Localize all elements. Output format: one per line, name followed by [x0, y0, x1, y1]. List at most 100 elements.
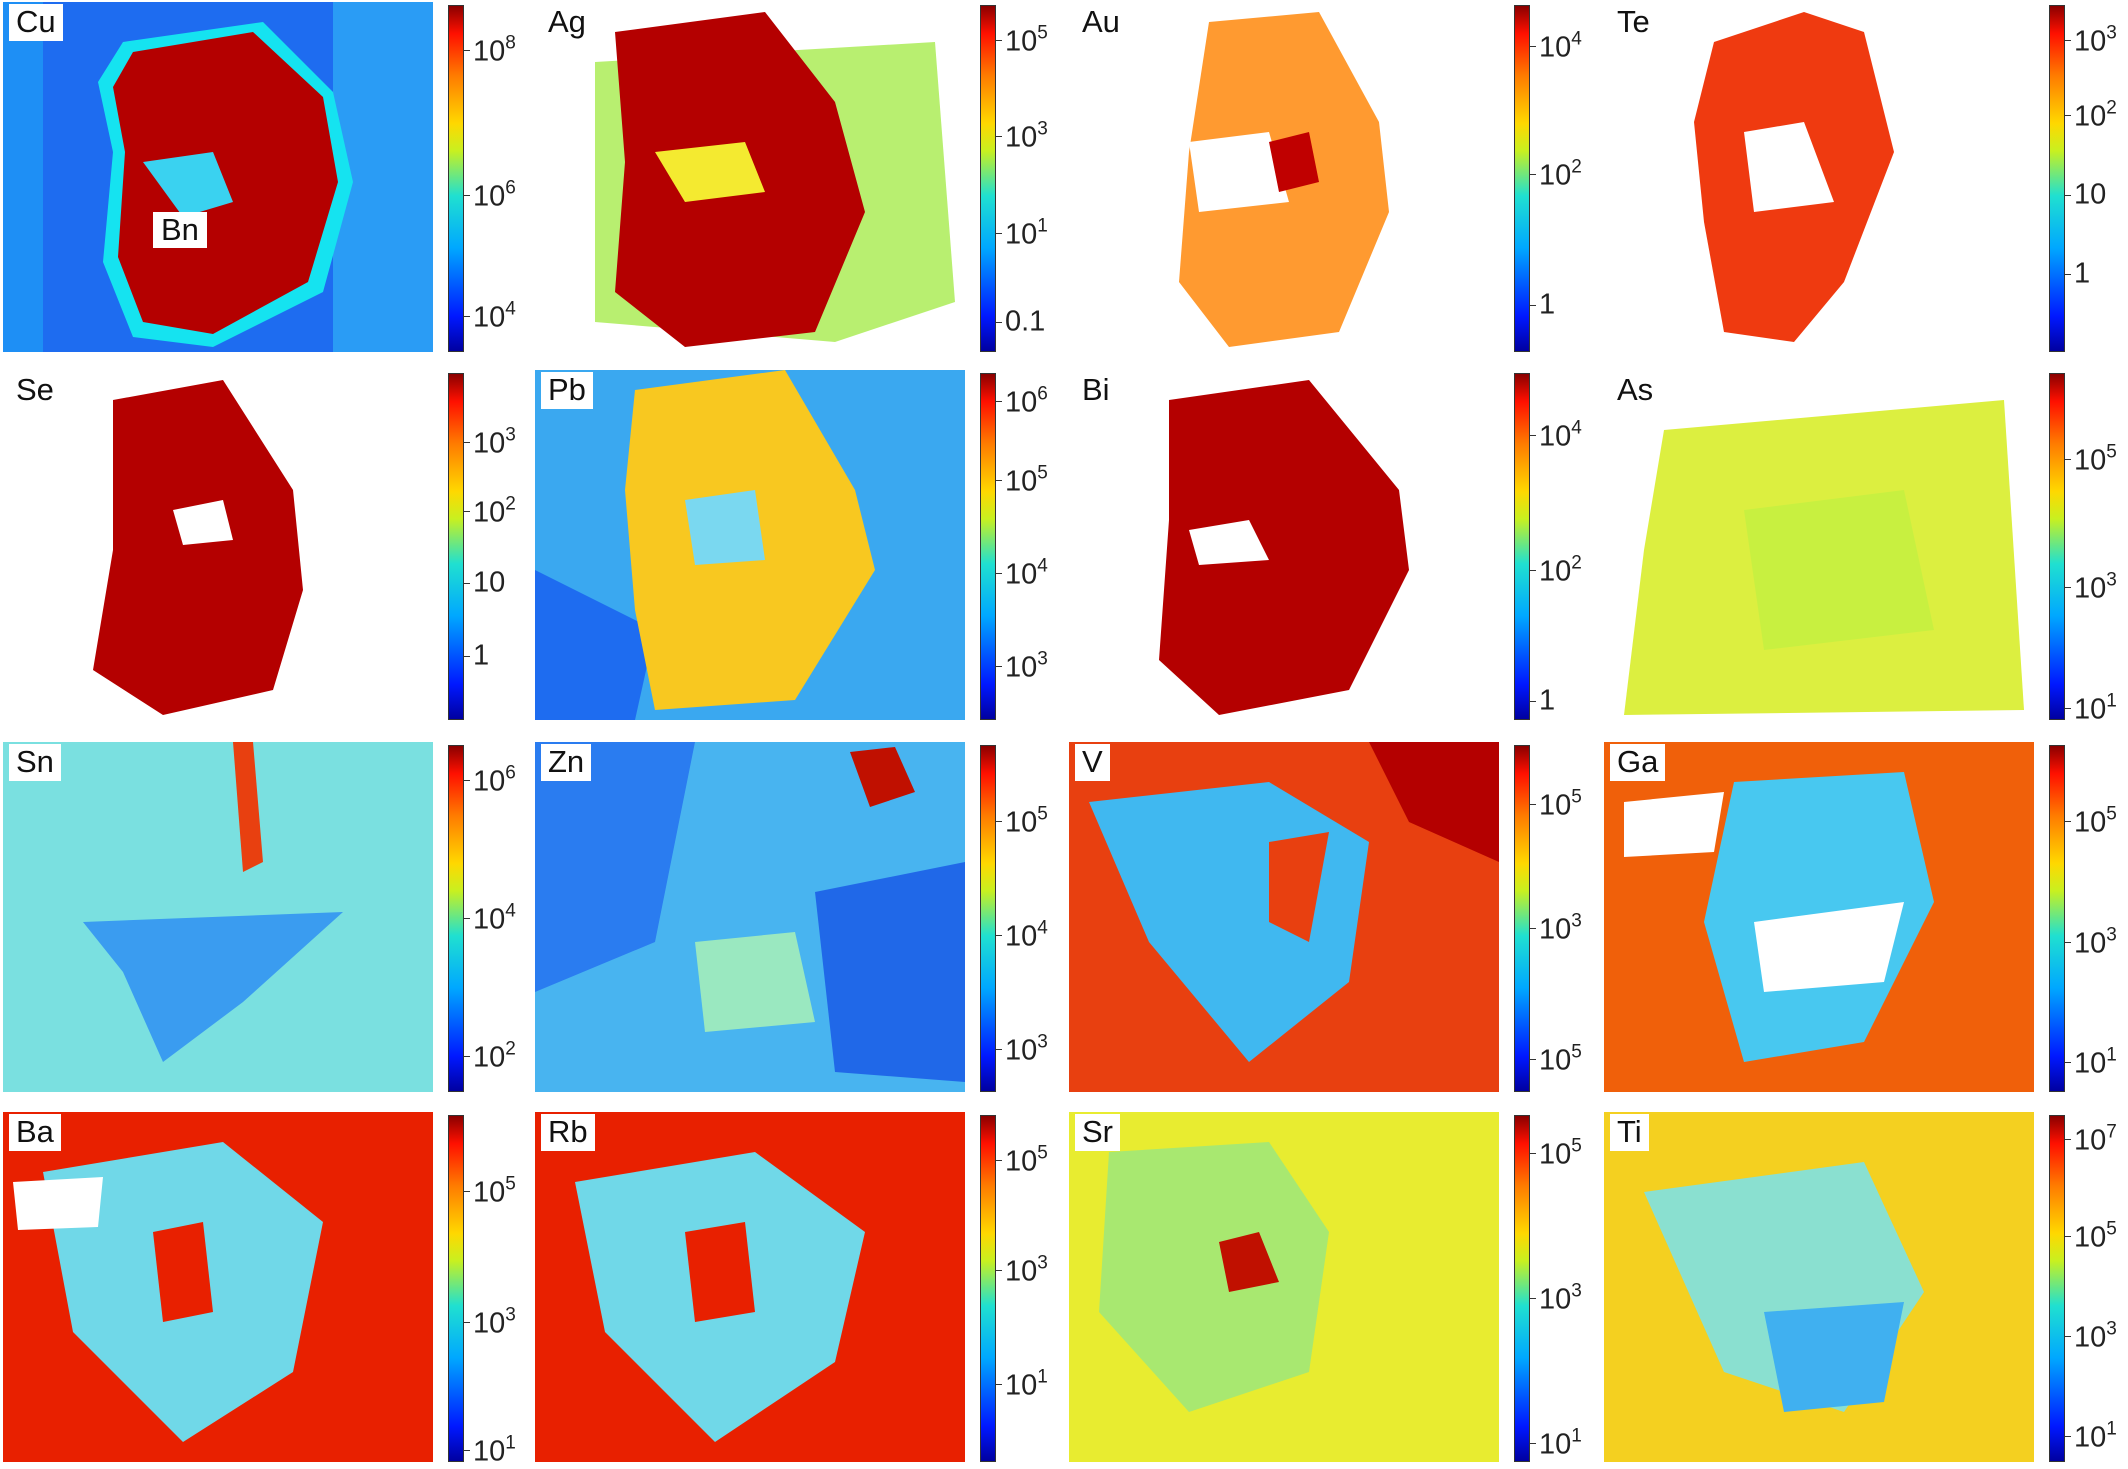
colorbar — [448, 5, 464, 352]
colorbar-tick — [463, 49, 470, 51]
colorbar-tick — [463, 655, 470, 657]
colorbar-tick — [2064, 115, 2071, 117]
tick-base: 10 — [473, 427, 506, 460]
panel-ti: Ti 107 105 103 101 — [1604, 1110, 2124, 1465]
colorbar-tick-label: 103 — [2074, 1319, 2117, 1352]
heatmap-se — [3, 370, 433, 720]
heatmap-ag — [535, 2, 965, 352]
colorbar-tick — [463, 779, 470, 781]
tick-base: 10 — [1539, 1428, 1572, 1461]
tick-exponent: 6 — [505, 762, 516, 783]
tick-base: 10 — [1539, 31, 1572, 64]
colorbar-tick — [1529, 803, 1536, 805]
tick-base: 10 — [2074, 444, 2107, 477]
colorbar-tick-label: 102 — [473, 1039, 516, 1072]
heatmap-cu — [3, 2, 433, 352]
tick-base: 10 — [1005, 558, 1038, 591]
tick-exponent: 5 — [2106, 1218, 2117, 1240]
colorbar-tick-label: 103 — [473, 1306, 516, 1339]
tick-base: 10 — [1005, 25, 1038, 57]
heatmap-se-graphic — [3, 370, 433, 720]
tick-base: 10 — [1005, 651, 1038, 684]
tick-base: 10 — [473, 301, 506, 333]
tick-base: 10 — [1005, 121, 1038, 154]
heatmap-cu-graphic — [3, 2, 433, 352]
colorbar-tick-label: 104 — [473, 901, 516, 934]
colorbar-tick — [1529, 927, 1536, 929]
mineral-label-bn: Bn — [153, 212, 207, 249]
colorbar-tick-label: 106 — [473, 178, 516, 211]
tick-exponent: 4 — [505, 900, 516, 921]
panel-ag: Ag 105 103 101 0.1 — [535, 0, 1055, 355]
colorbar-tick-label: 103 — [1005, 650, 1048, 683]
colorbar-tick-label: 103 — [2074, 925, 2117, 958]
heatmap-rb — [535, 1112, 965, 1462]
colorbar-tick-label: 103 — [1539, 911, 1582, 944]
heatmap-ba — [3, 1112, 433, 1462]
colorbar-tick — [995, 1159, 1002, 1161]
tick-exponent: 1 — [2106, 690, 2117, 712]
tick-base: 10 — [1005, 1369, 1038, 1402]
heatmap-te-graphic — [1604, 2, 2034, 352]
heatmap-sr-graphic — [1069, 1112, 1499, 1462]
element-label: Au — [1075, 4, 1127, 42]
heatmap-au-graphic — [1069, 2, 1499, 352]
tick-base: 10 — [1005, 386, 1038, 419]
colorbar-tick-label: 10 — [473, 568, 505, 598]
element-label: Sr — [1075, 1114, 1120, 1152]
tick-base: 10 — [473, 903, 506, 935]
tick-base: 10 — [1539, 555, 1572, 588]
colorbar-tick-label: 103 — [473, 426, 516, 459]
tick-base: 10 — [2074, 1047, 2107, 1080]
heatmap-zn-graphic — [535, 742, 965, 1092]
colorbar-tick — [995, 322, 1002, 324]
colorbar-tick — [2064, 39, 2071, 41]
colorbar — [980, 5, 996, 352]
tick-exponent: 3 — [1571, 910, 1582, 932]
tick-exponent: 1 — [2106, 1044, 2117, 1066]
colorbar-tick-label: 101 — [1005, 216, 1048, 249]
tick-exponent: 3 — [2106, 569, 2117, 591]
colorbar-tick-label: 102 — [1539, 553, 1582, 586]
heatmap-au — [1069, 2, 1499, 352]
colorbar-tick — [2064, 586, 2071, 588]
colorbar-tick — [463, 315, 470, 317]
tick-base: 10 — [2074, 1421, 2107, 1454]
tick-exponent: 5 — [1037, 803, 1048, 825]
colorbar-tick-label: 108 — [473, 33, 516, 66]
colorbar-tick — [2064, 1139, 2071, 1141]
tick-exponent: 5 — [2106, 803, 2117, 825]
heatmap-sn-graphic — [3, 742, 433, 1092]
colorbar-tick — [2064, 820, 2071, 822]
colorbar-tick-label: 1 — [1539, 686, 1555, 715]
tick-exponent: 3 — [1037, 1031, 1048, 1053]
tick-base: 10 — [1005, 806, 1038, 839]
colorbar — [980, 373, 996, 720]
colorbar — [448, 373, 464, 720]
colorbar-tick — [463, 1449, 470, 1451]
tick-exponent: 1 — [1571, 1425, 1582, 1447]
element-label: V — [1075, 744, 1110, 782]
tick-base: 10 — [2074, 1124, 2107, 1157]
tick-base: 10 — [2074, 178, 2107, 211]
element-label: Sn — [9, 744, 61, 782]
tick-exponent: 8 — [505, 32, 516, 54]
colorbar — [448, 1115, 464, 1462]
tick-base: 10 — [2074, 1221, 2107, 1254]
colorbar — [2049, 5, 2065, 352]
colorbar-tick-label: 10 — [2074, 180, 2106, 209]
panel-bi: Bi 104 102 1 — [1069, 368, 1589, 723]
colorbar-tick-label: 106 — [1005, 384, 1048, 417]
element-label: Se — [9, 372, 61, 410]
tick-exponent: 4 — [1037, 555, 1048, 577]
colorbar-tick — [995, 1384, 1002, 1386]
tick-base: 10 — [473, 1041, 506, 1073]
colorbar-tick — [463, 1322, 470, 1323]
tick-base: 10 — [2074, 806, 2107, 839]
colorbar — [1514, 373, 1530, 720]
colorbar-tick — [1529, 1442, 1536, 1444]
heatmap-ga-graphic — [1604, 742, 2034, 1092]
colorbar-tick-label: 105 — [1539, 1042, 1582, 1075]
colorbar-tick — [995, 1270, 1002, 1272]
tick-base: 10 — [1005, 1034, 1038, 1067]
